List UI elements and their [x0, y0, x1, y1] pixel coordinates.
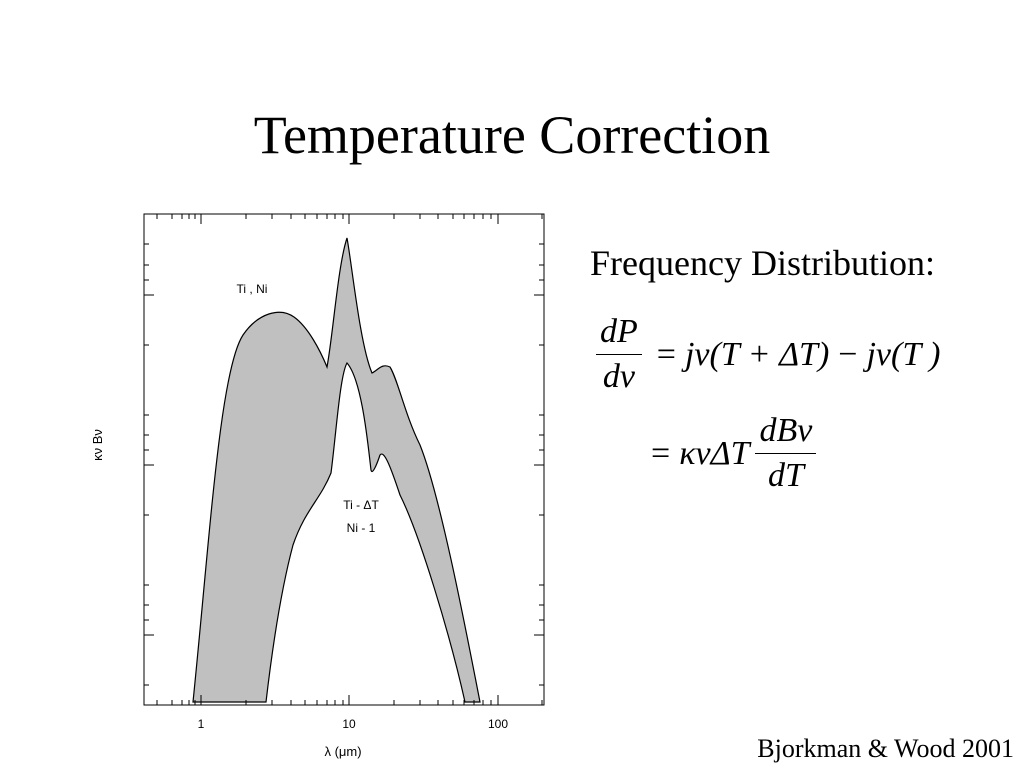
equals-sign-2: =: [651, 434, 671, 472]
eq1-denominator: dν: [602, 358, 635, 395]
x-axis-label: λ (μm): [324, 744, 361, 759]
spectrum-svg: 1 10 100 λ (μm) κν Bν Ti , Ni Ti - ΔT Ni…: [90, 213, 545, 759]
x-tick-label-1: 1: [198, 717, 205, 731]
eq2-denominator: dT: [767, 457, 804, 494]
curve-label-lower-count: Ni - 1: [347, 521, 376, 535]
y-axis-label: κν Bν: [90, 429, 105, 461]
shaded-difference-region: [192, 237, 481, 703]
spectrum-plot: 1 10 100 λ (μm) κν Bν Ti , Ni Ti - ΔT Ni…: [80, 205, 560, 768]
eq2-delta-t: ΔT: [710, 434, 750, 472]
eq1-emissivity-term: jν: [684, 335, 710, 373]
minus-sign: −: [838, 335, 858, 373]
frequency-distribution-heading: Frequency Distribution:: [590, 243, 935, 283]
db-dt-fraction: dBν dT: [755, 411, 817, 496]
curve-label-lower-temperature: Ti - ΔT: [343, 498, 379, 512]
plot-frame: [143, 213, 545, 706]
eq1-argument: (T ): [891, 335, 941, 373]
eq2-opacity-term: κν: [679, 434, 711, 472]
x-tick-label-100: 100: [488, 717, 508, 731]
equation-2: = κν ΔT dBν dT: [642, 411, 1010, 496]
equation-panel: Frequency Distribution: dP dν = jν (T + …: [590, 240, 1010, 496]
eq2-numerator: dBν: [755, 411, 817, 454]
y-axis-ticks: [144, 243, 544, 686]
eq1-emissivity-term-2: jν: [866, 335, 891, 373]
citation: Bjorkman & Wood 2001: [757, 734, 1014, 763]
x-axis-ticks: [156, 214, 543, 705]
eq1-numerator: dP: [596, 312, 642, 355]
equation-1: dP dν = jν (T + ΔT) − jν (T ): [590, 312, 1010, 397]
slide-title: Temperature Correction: [253, 105, 771, 165]
x-tick-label-10: 10: [342, 717, 356, 731]
equals-sign: =: [656, 335, 676, 373]
dp-dnu-fraction: dP dν: [596, 312, 642, 397]
eq1-argument-perturbed: (T + ΔT): [709, 335, 830, 373]
curve-label-upper: Ti , Ni: [237, 282, 268, 296]
